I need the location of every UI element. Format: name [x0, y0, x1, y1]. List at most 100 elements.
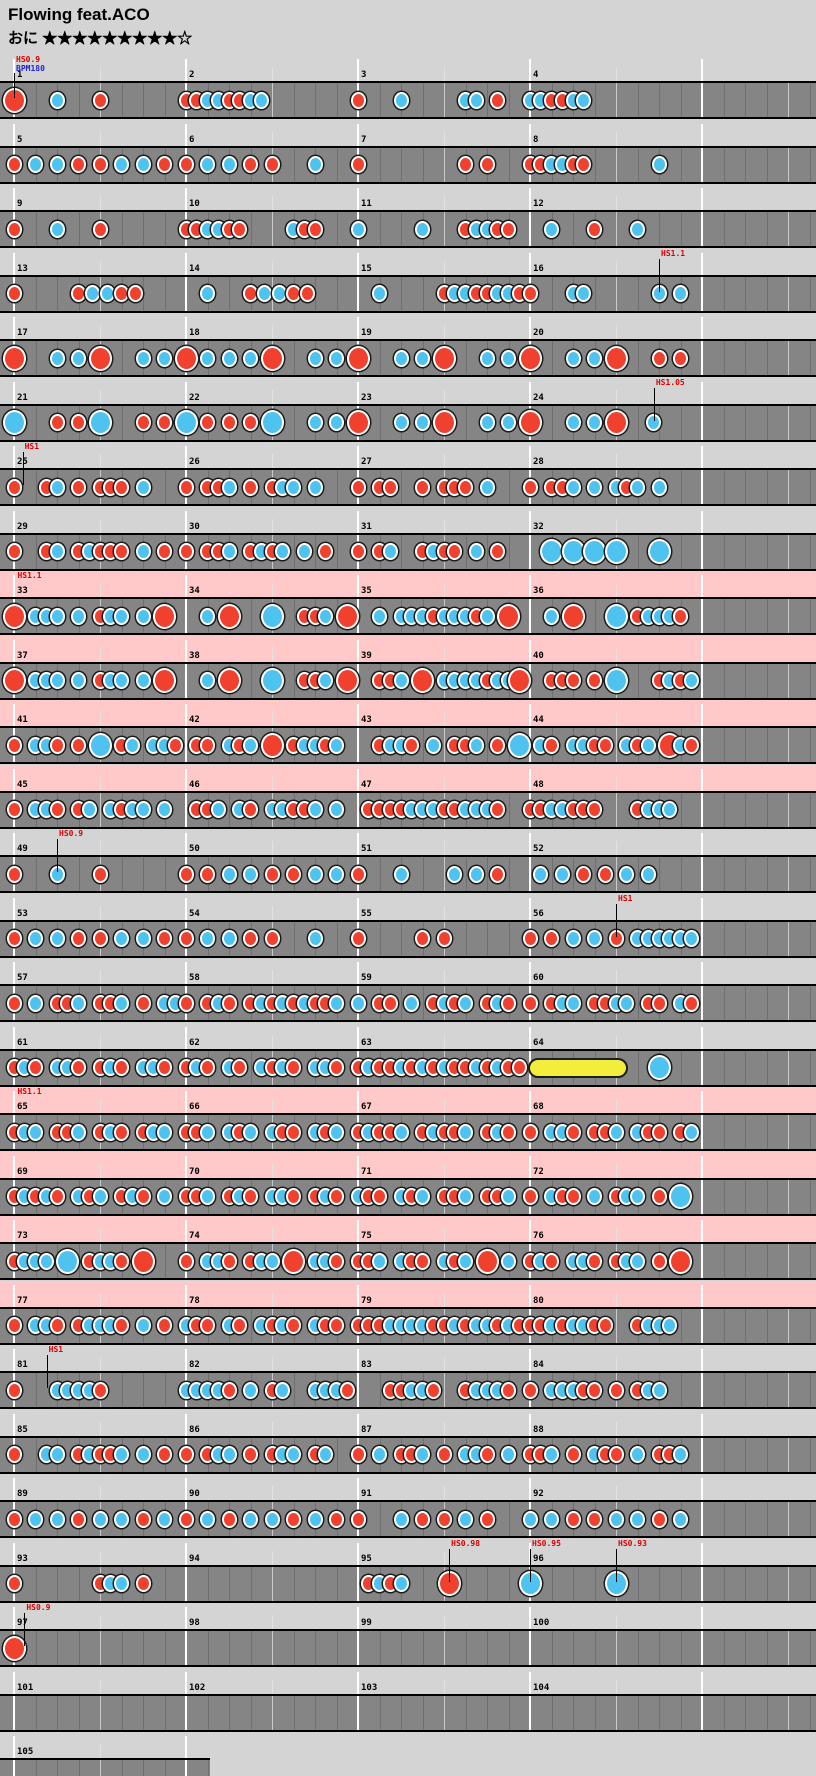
note-don	[651, 1252, 667, 1270]
beat-line	[616, 212, 617, 246]
note-don	[329, 1252, 344, 1270]
note-don-big	[260, 732, 284, 758]
note-don	[522, 1381, 538, 1399]
note-ka-big	[2, 410, 26, 435]
beat-line	[766, 1373, 768, 1407]
barline	[185, 1760, 187, 1776]
note-ka	[243, 1381, 258, 1399]
beat-line	[143, 1631, 144, 1665]
measure-number: 66	[189, 1102, 200, 1112]
note-don	[135, 1575, 151, 1592]
note-ka-big	[260, 603, 284, 629]
beat-line	[487, 534, 488, 569]
note-ka	[329, 801, 344, 818]
half-line-strip	[444, 1228, 445, 1242]
measure-number: 19	[361, 328, 372, 338]
note-ka	[114, 156, 129, 173]
barline	[701, 1308, 703, 1343]
note-don	[92, 1381, 108, 1399]
half-line-strip	[616, 776, 617, 791]
beat-line	[659, 1695, 660, 1730]
beat-line	[594, 599, 596, 633]
beat-line	[293, 1631, 295, 1665]
barline-strip	[13, 317, 15, 339]
note-don	[608, 1446, 624, 1463]
marker-tick-line	[57, 839, 58, 872]
note-ka	[71, 607, 86, 625]
measure-number: 25	[17, 458, 28, 467]
note-don	[490, 865, 506, 883]
label-strip	[0, 1668, 816, 1694]
barline-strip	[701, 59, 703, 81]
measure-number: 41	[17, 715, 28, 725]
barline-strip	[185, 1026, 187, 1049]
note-don-big	[497, 603, 520, 629]
beat-line	[35, 857, 37, 891]
beat-line	[487, 83, 488, 117]
measure-number: 69	[17, 1166, 28, 1177]
barline	[357, 792, 359, 827]
note-ka	[200, 156, 215, 173]
measure-number: 97	[17, 1618, 28, 1628]
beat-line	[551, 276, 553, 311]
measure-number: 88	[533, 1424, 544, 1435]
measure-number: 3	[361, 70, 367, 80]
scroll-speed-marker: HS0.9	[26, 1603, 51, 1612]
measure-number: 6	[189, 134, 195, 145]
half-line-strip	[272, 1163, 273, 1178]
barline-strip	[13, 833, 15, 855]
barline	[13, 1760, 15, 1776]
half-line-strip	[444, 776, 445, 791]
note-ka-big	[174, 410, 198, 435]
beat-line	[293, 663, 295, 698]
note-ka	[415, 414, 430, 431]
half-line-strip	[272, 518, 273, 533]
measure-number: 39	[361, 650, 372, 661]
note-don	[404, 736, 420, 754]
barline-strip	[701, 1478, 703, 1500]
half-line-strip	[272, 325, 273, 339]
note-ka	[458, 1188, 473, 1205]
beat-line	[336, 1695, 338, 1730]
note-don	[264, 930, 280, 947]
barline-strip	[529, 704, 531, 726]
note-ka	[415, 1188, 430, 1205]
measure-number: 45	[17, 779, 28, 790]
beat-line	[723, 857, 725, 891]
beat-line	[616, 1631, 617, 1665]
note-don	[286, 1510, 301, 1528]
measure-band	[0, 274, 816, 313]
note-don	[243, 156, 258, 173]
note-don	[425, 1381, 441, 1399]
beat-line	[723, 1050, 725, 1085]
beat-line	[788, 1050, 789, 1085]
note-ka	[200, 930, 215, 947]
beat-line	[788, 857, 789, 891]
half-line-strip	[100, 1744, 101, 1758]
measure-number: 17	[17, 328, 28, 338]
half-line-strip	[444, 841, 445, 855]
gogo-strip	[0, 1151, 816, 1178]
note-ka	[468, 865, 484, 883]
measure-number: 28	[533, 457, 544, 467]
beat-line	[745, 1308, 746, 1343]
marker-tick-line	[46, 1355, 48, 1388]
beat-line	[766, 599, 768, 633]
note-don	[587, 1381, 602, 1399]
note-don	[200, 1317, 215, 1334]
beat-line	[723, 1308, 725, 1343]
half-line-strip	[100, 841, 101, 855]
note-ka	[372, 1252, 387, 1270]
half-line-strip	[272, 1486, 273, 1500]
gogo-strip	[0, 764, 816, 791]
beat-line	[487, 921, 488, 956]
label-strip	[0, 1410, 816, 1436]
barline	[701, 83, 703, 117]
barline-strip	[529, 575, 531, 597]
barline-strip	[357, 575, 359, 597]
measure-number: 32	[533, 521, 544, 532]
beat-line	[100, 1631, 101, 1665]
note-ka	[393, 414, 409, 431]
note-ka	[415, 1446, 430, 1463]
measure-number: 26	[189, 457, 200, 467]
